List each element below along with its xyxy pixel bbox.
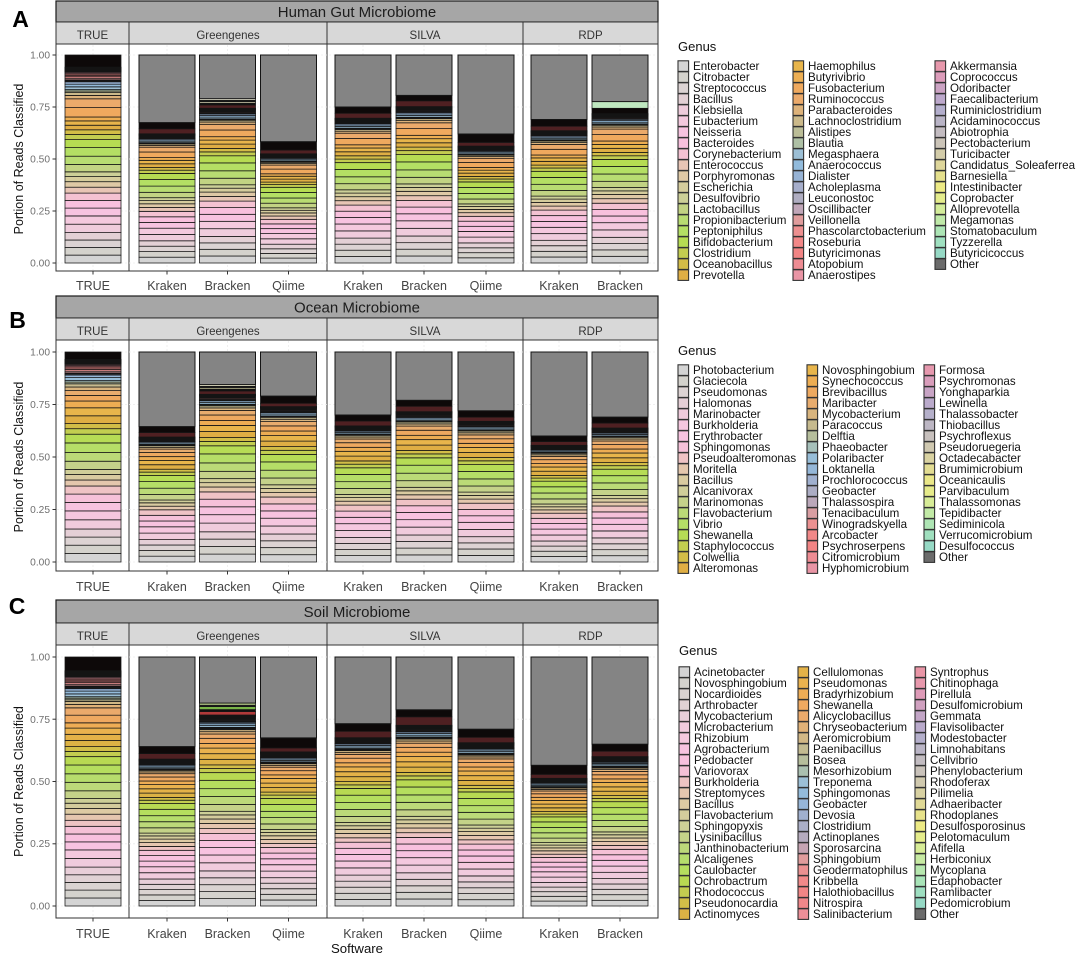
svg-text:0.50: 0.50 [30,155,50,166]
svg-text:Anaerostipes: Anaerostipes [808,269,876,282]
svg-text:Other: Other [950,258,979,271]
svg-text:Qiime: Qiime [272,927,305,941]
svg-text:C: C [9,593,26,619]
svg-text:Qiime: Qiime [272,279,305,293]
svg-text:Genus: Genus [678,39,717,54]
svg-text:B: B [9,307,26,333]
svg-text:Human Gut Microbiome: Human Gut Microbiome [278,4,436,21]
svg-text:Kraken: Kraken [147,580,187,594]
svg-text:A: A [12,6,29,32]
svg-text:0.75: 0.75 [30,103,50,114]
svg-text:Bracken: Bracken [205,279,251,293]
svg-text:Kraken: Kraken [539,927,579,941]
svg-text:TRUE: TRUE [77,30,109,42]
svg-text:Alteromonas: Alteromonas [693,562,758,575]
svg-text:Kraken: Kraken [343,927,383,941]
svg-text:Bracken: Bracken [401,279,447,293]
svg-text:0.00: 0.00 [30,259,50,270]
svg-text:Qiime: Qiime [470,580,503,594]
svg-text:Kraken: Kraken [539,580,579,594]
svg-text:RDP: RDP [578,326,603,338]
svg-text:0.25: 0.25 [30,839,50,850]
svg-text:Other: Other [930,908,959,921]
svg-text:Salinibacterium: Salinibacterium [813,908,892,921]
svg-text:Bracken: Bracken [205,927,251,941]
svg-text:TRUE: TRUE [77,326,109,338]
svg-text:Other: Other [939,551,968,564]
svg-text:Ocean Microbiome: Ocean Microbiome [294,300,420,317]
svg-text:Qiime: Qiime [470,279,503,293]
svg-text:1.00: 1.00 [30,348,50,359]
svg-text:0.00: 0.00 [30,902,50,913]
svg-text:0.50: 0.50 [30,777,50,788]
svg-text:Bracken: Bracken [597,580,643,594]
svg-text:Portion of Reads Classified: Portion of Reads Classified [12,382,26,533]
svg-text:SILVA: SILVA [410,326,441,338]
svg-text:0.00: 0.00 [30,558,50,569]
svg-text:Hyphomicrobium: Hyphomicrobium [822,562,909,575]
svg-text:0.50: 0.50 [30,453,50,464]
svg-text:RDP: RDP [578,631,603,643]
svg-text:TRUE: TRUE [76,580,110,594]
svg-text:Greengenes: Greengenes [196,631,260,643]
svg-text:Kraken: Kraken [343,279,383,293]
svg-text:SILVA: SILVA [410,30,441,42]
svg-text:Greengenes: Greengenes [196,326,260,338]
svg-text:Software: Software [331,941,383,956]
svg-text:Bracken: Bracken [401,580,447,594]
svg-text:Qiime: Qiime [470,927,503,941]
svg-text:Greengenes: Greengenes [196,30,260,42]
svg-text:Kraken: Kraken [539,279,579,293]
svg-text:Bracken: Bracken [597,927,643,941]
svg-text:TRUE: TRUE [76,927,110,941]
svg-text:Soil Microbiome: Soil Microbiome [304,604,411,621]
svg-text:Portion of Reads Classified: Portion of Reads Classified [12,706,26,857]
svg-text:TRUE: TRUE [77,631,109,643]
svg-text:Qiime: Qiime [272,580,305,594]
svg-text:RDP: RDP [578,30,603,42]
svg-text:Actinomyces: Actinomyces [694,908,760,921]
svg-text:Bracken: Bracken [597,279,643,293]
svg-text:1.00: 1.00 [30,653,50,664]
svg-text:0.75: 0.75 [30,400,50,411]
svg-text:Kraken: Kraken [343,580,383,594]
svg-text:Genus: Genus [679,643,718,658]
svg-text:Bracken: Bracken [205,580,251,594]
svg-text:TRUE: TRUE [76,279,110,293]
svg-text:Bracken: Bracken [401,927,447,941]
svg-text:Kraken: Kraken [147,279,187,293]
svg-text:Prevotella: Prevotella [693,269,745,282]
svg-text:SILVA: SILVA [410,631,441,643]
svg-text:1.00: 1.00 [30,51,50,62]
svg-text:Portion of Reads Classified: Portion of Reads Classified [12,84,26,235]
svg-text:0.25: 0.25 [30,505,50,516]
svg-text:Kraken: Kraken [147,927,187,941]
svg-text:Genus: Genus [678,343,717,358]
svg-text:0.75: 0.75 [30,715,50,726]
svg-text:0.25: 0.25 [30,207,50,218]
